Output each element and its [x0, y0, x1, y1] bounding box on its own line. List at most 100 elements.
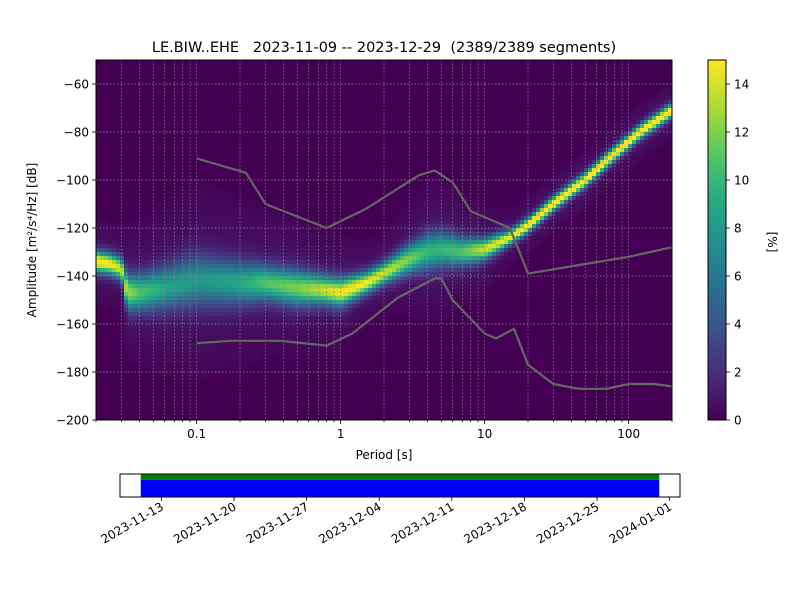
- heatmap-cell: [252, 300, 256, 304]
- heatmap-cell: [140, 336, 144, 340]
- heatmap-cell: [384, 276, 388, 280]
- heatmap-cell: [360, 264, 364, 268]
- y-tick-label: −120: [56, 222, 89, 236]
- heatmap-cell: [600, 160, 604, 164]
- heatmap-cell: [208, 196, 212, 200]
- heatmap-cell: [428, 260, 432, 264]
- heatmap-cell: [352, 320, 356, 324]
- heatmap-cell: [540, 212, 544, 216]
- heatmap-cell: [212, 320, 216, 324]
- heatmap-cell: [164, 316, 168, 320]
- heatmap-cell: [404, 284, 408, 288]
- heatmap-cell: [656, 140, 660, 144]
- heatmap-cell: [112, 264, 116, 268]
- heatmap-cell: [436, 220, 440, 224]
- heatmap-cell: [396, 224, 400, 228]
- heatmap-cell: [188, 316, 192, 320]
- heatmap-cell: [364, 248, 368, 252]
- heatmap-cell: [204, 280, 208, 284]
- heatmap-cell: [220, 288, 224, 292]
- heatmap-cell: [576, 196, 580, 200]
- heatmap-cell: [200, 284, 204, 288]
- heatmap-cell: [552, 220, 556, 224]
- heatmap-cell: [288, 312, 292, 316]
- heatmap-cell: [628, 144, 632, 148]
- heatmap-cell: [528, 204, 532, 208]
- heatmap-cell: [96, 288, 100, 292]
- heatmap-cell: [212, 260, 216, 264]
- heatmap-cell: [216, 228, 220, 232]
- heatmap-cell: [280, 252, 284, 256]
- heatmap-cell: [488, 284, 492, 288]
- heatmap-cell: [312, 280, 316, 284]
- heatmap-cell: [284, 292, 288, 296]
- heatmap-cell: [336, 324, 340, 328]
- heatmap-cell: [464, 288, 468, 292]
- heatmap-cell: [128, 220, 132, 224]
- heatmap-cell: [152, 248, 156, 252]
- heatmap-cell: [392, 280, 396, 284]
- heatmap-cell: [96, 248, 100, 252]
- heatmap-cell: [416, 300, 420, 304]
- heatmap-cell: [364, 316, 368, 320]
- heatmap-cell: [156, 208, 160, 212]
- heatmap-cell: [480, 228, 484, 232]
- heatmap-cell: [220, 372, 224, 376]
- heatmap-cell: [420, 208, 424, 212]
- heatmap-cell: [340, 252, 344, 256]
- heatmap-cell: [324, 296, 328, 300]
- heatmap-cell: [120, 276, 124, 280]
- heatmap-cell: [396, 244, 400, 248]
- heatmap-cell: [136, 352, 140, 356]
- heatmap-cell: [128, 360, 132, 364]
- heatmap-cell: [240, 316, 244, 320]
- heatmap-cell: [396, 288, 400, 292]
- heatmap-cell: [424, 268, 428, 272]
- heatmap-cell: [664, 92, 668, 96]
- heatmap-cell: [416, 236, 420, 240]
- plot-area: 0.1 1 10 100 −200−180−160−140−120−100−80−60: [56, 59, 673, 441]
- heatmap-cell: [352, 256, 356, 260]
- heatmap-cell: [472, 220, 476, 224]
- heatmap-cell: [520, 252, 524, 256]
- heatmap-cell: [548, 224, 552, 228]
- heatmap-cell: [228, 232, 232, 236]
- heatmap-cell: [328, 236, 332, 240]
- heatmap-cell: [328, 332, 332, 336]
- heatmap-cell: [536, 192, 540, 196]
- heatmap-cell: [300, 268, 304, 272]
- heatmap-cell: [212, 184, 216, 188]
- heatmap-cell: [452, 240, 456, 244]
- heatmap-cell: [420, 264, 424, 268]
- heatmap-cell: [124, 248, 128, 252]
- heatmap-cell: [248, 300, 252, 304]
- heatmap-cell: [200, 264, 204, 268]
- heatmap-cell: [128, 356, 132, 360]
- heatmap-cell: [128, 272, 132, 276]
- heatmap-cell: [368, 240, 372, 244]
- heatmap-cell: [184, 276, 188, 280]
- heatmap-cell: [216, 304, 220, 308]
- heatmap-cell: [380, 260, 384, 264]
- heatmap-cell: [616, 140, 620, 144]
- heatmap-cell: [356, 252, 360, 256]
- heatmap-cell: [432, 264, 436, 268]
- heatmap-cell: [356, 292, 360, 296]
- heatmap-cell: [128, 308, 132, 312]
- heatmap-cell: [148, 304, 152, 308]
- heatmap-cell: [440, 292, 444, 296]
- heatmap-cell: [188, 312, 192, 316]
- heatmap-cell: [376, 316, 380, 320]
- heatmap-cell: [236, 288, 240, 292]
- heatmap-cell: [160, 264, 164, 268]
- heatmap-cell: [284, 244, 288, 248]
- heatmap-cell: [632, 108, 636, 112]
- heatmap-cell: [376, 244, 380, 248]
- heatmap-cell: [148, 360, 152, 364]
- heatmap-cell: [556, 180, 560, 184]
- heatmap-cell: [372, 304, 376, 308]
- heatmap-cell: [524, 216, 528, 220]
- heatmap-cell: [432, 292, 436, 296]
- heatmap-cell: [324, 292, 328, 296]
- heatmap-cell: [268, 220, 272, 224]
